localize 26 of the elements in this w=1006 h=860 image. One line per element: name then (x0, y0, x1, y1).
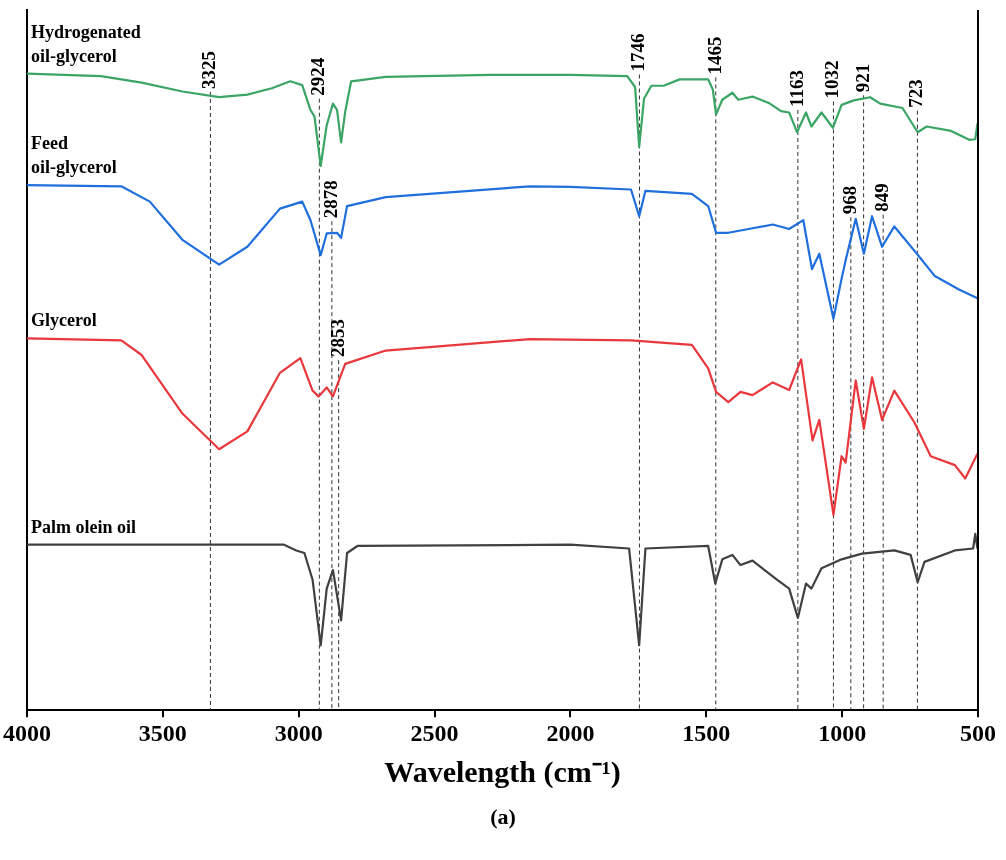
ref-line-label: 1465 (703, 36, 725, 75)
ref-line-label: 1746 (627, 33, 649, 72)
ref-line-label: 2853 (326, 319, 348, 358)
series-label: Glycerol (31, 310, 97, 331)
x-tick-label: 2500 (410, 719, 459, 746)
x-tick-label: 1000 (818, 719, 867, 746)
x-tick-label: 1500 (682, 719, 731, 746)
ref-line-label: 2878 (319, 180, 341, 219)
x-axis-title: Wavelength (cm⁻¹) (384, 754, 621, 789)
text: (a) (489, 804, 517, 830)
x-tick-label: 2000 (546, 719, 595, 746)
x-tick-label: 3500 (138, 719, 187, 746)
ref-line-label: 3325 (198, 50, 220, 89)
ref-line-label: 849 (871, 183, 893, 212)
x-tick-label: 4000 (3, 719, 51, 746)
ref-line-label: 921 (851, 63, 873, 93)
ref-line-label: 2924 (307, 57, 329, 96)
ref-line-label: 1163 (785, 70, 807, 107)
series-label: Hydrogenated oil-glycerol (31, 21, 141, 66)
ref-line-label: 968 (838, 185, 860, 215)
ref-line-label: 723 (905, 79, 927, 108)
series-label: Feed oil-glycerol (31, 133, 117, 178)
x-tick-label: 500 (960, 719, 996, 746)
ref-line-label: 1032 (821, 60, 843, 99)
series-label: Palm olein oil (31, 516, 136, 537)
x-tick-label: 3000 (274, 719, 323, 746)
